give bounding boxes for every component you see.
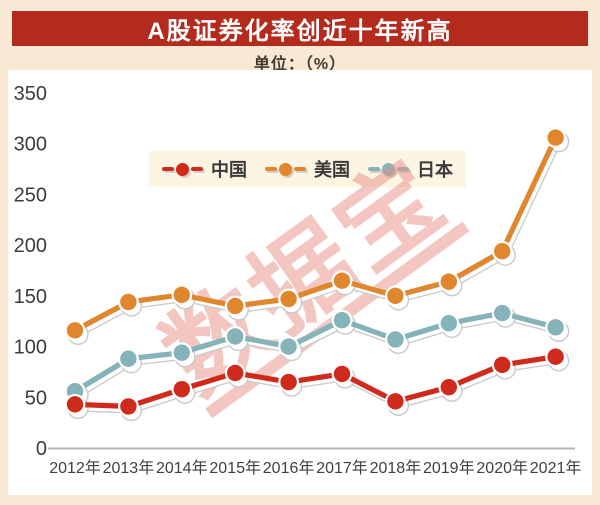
svg-text:200: 200 [14, 235, 47, 257]
china-line-marker-icon [162, 162, 203, 176]
title-banner: A股证券化率创近十年新高 [12, 11, 588, 46]
page-title: A股证券化率创近十年新高 [147, 18, 453, 45]
svg-text:0: 0 [36, 438, 47, 460]
line-chart: 0 50 100 150 200 250 300 350 2012年 2013年 2014年 2015… [14, 83, 582, 477]
svg-text:100: 100 [14, 337, 47, 359]
svg-text:2015年: 2015年 [209, 459, 261, 477]
legend-label-japan: 日本 [417, 160, 453, 180]
svg-text:2013年: 2013年 [103, 459, 155, 477]
legend-item-china: 中国 [162, 156, 247, 182]
legend-item-usa: 美国 [265, 156, 350, 182]
svg-text:2018年: 2018年 [370, 459, 422, 477]
svg-text:300: 300 [14, 134, 47, 156]
japan-line-marker-icon [368, 162, 409, 176]
legend-label-usa: 美国 [314, 160, 350, 180]
svg-text:2020年: 2020年 [476, 459, 528, 477]
unit-label: 单位：（%） [253, 56, 347, 73]
svg-text:2014年: 2014年 [156, 459, 208, 477]
svg-text:150: 150 [14, 286, 47, 308]
svg-text:350: 350 [14, 83, 47, 105]
legend-item-japan: 日本 [368, 156, 453, 182]
chart-panel: 中国 美国 日本 数据宝 0 50 100 150 200 250 300 350 2012年 2… [8, 70, 592, 495]
chart-legend: 中国 美国 日本 [149, 151, 466, 187]
usa-line-marker-icon [265, 162, 306, 176]
svg-text:2017年: 2017年 [316, 459, 368, 477]
svg-text:2016年: 2016年 [263, 459, 315, 477]
svg-text:250: 250 [14, 184, 47, 206]
svg-text:2021年: 2021年 [530, 459, 582, 477]
svg-text:2012年: 2012年 [49, 459, 101, 477]
svg-text:50: 50 [25, 387, 47, 409]
legend-label-china: 中国 [211, 160, 247, 180]
svg-text:2019年: 2019年 [423, 459, 475, 477]
